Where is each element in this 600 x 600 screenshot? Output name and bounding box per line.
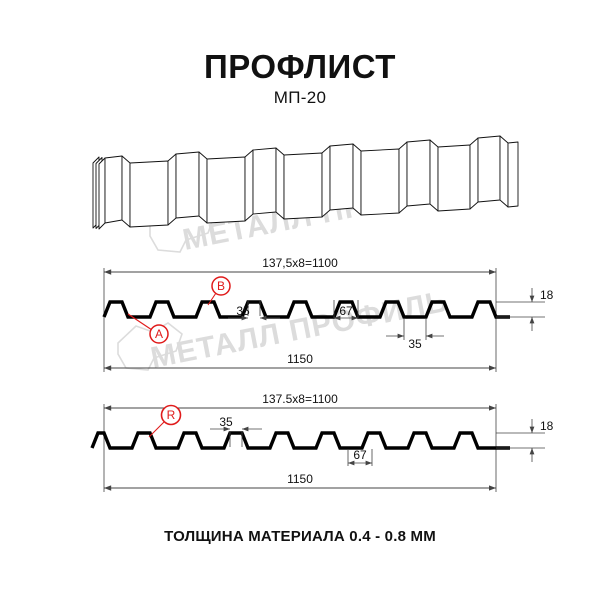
balloon-b: B [207,276,231,306]
dim-top-pitch-35b [386,319,444,340]
profile-polyline-bottom [90,431,510,450]
dim-top-pitch-35b-label: 35 [408,337,422,351]
page-title: ПРОФЛИСТ [204,48,396,85]
dim-bottom-pitch-35-label: 35 [219,415,233,429]
dim-bottom-modules-label: 137.5x8=1100 [262,392,338,406]
dim-bottom-overall-1150-label: 1150 [287,472,313,486]
dim-top-pitch-35-label: 35 [236,304,250,318]
dim-top-modules-label: 137,5x8=1100 [262,256,338,270]
material-thickness-note: ТОЛЩИНА МАТЕРИАЛА 0.4 - 0.8 ММ [164,528,436,545]
dim-bottom-width-67 [347,449,373,466]
watermark-lower: МЕТАЛЛ ПРОФИЛЬ [117,285,451,375]
dim-top-height-18 [496,288,545,331]
balloon-r: R [148,404,182,438]
product-code: МП-20 [273,88,327,107]
balloon-a-label: A [155,327,163,341]
dim-top-modules: 137,5x8=1100 [104,256,496,275]
dim-top-overall-1150: 1150 [104,352,496,371]
dim-bottom-overall-1150: 1150 [104,472,496,491]
dim-bottom-pitch-35 [210,426,262,447]
profile-polyline-top [102,300,510,319]
dim-top-height-18-label: 18 [540,288,554,302]
isometric-sheet-view [92,135,519,230]
balloon-a: A [127,313,169,344]
balloon-b-label: B [217,279,225,293]
dim-top-width-67 [333,300,359,321]
dim-bottom-height-18-label: 18 [540,419,554,433]
dim-bottom-modules: 137.5x8=1100 [104,392,496,411]
dim-top-width-67-label: 67 [339,304,353,318]
dim-bottom-height-18 [496,419,545,462]
dim-bottom-width-67-label: 67 [353,448,367,462]
dim-top-overall-1150-label: 1150 [287,352,313,366]
dim-top-pitch-35 [228,300,280,321]
section-bottom-view: 137.5x8=1100 R 35 [90,392,554,492]
section-top-view: 137,5x8=1100 A B 3 [102,256,554,372]
balloon-r-label: R [167,408,176,422]
